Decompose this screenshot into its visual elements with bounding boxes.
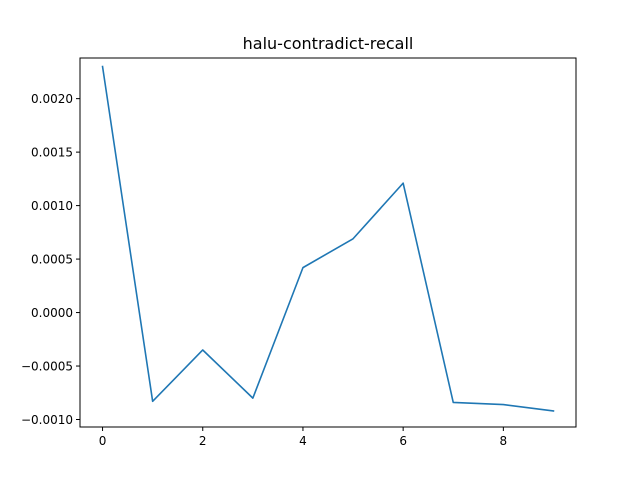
chart-title: halu-contradict-recall: [243, 34, 414, 53]
x-tick-label: 2: [199, 434, 207, 448]
y-tick-label: 0.0005: [31, 253, 73, 267]
x-tick-label: 6: [399, 434, 407, 448]
x-axis: 0 2 4 6 8: [99, 427, 507, 448]
y-tick-label: −0.0010: [21, 413, 73, 427]
x-tick-label: 0: [99, 434, 107, 448]
plot-area-frame: [79, 57, 577, 428]
y-tick-label: 0.0010: [31, 199, 73, 213]
series-layer: [101, 65, 555, 412]
y-tick-label: 0.0020: [31, 92, 73, 106]
series-line: [101, 65, 555, 412]
x-tick-label: 8: [500, 434, 508, 448]
x-tick-label: 4: [299, 434, 307, 448]
y-tick-label: −0.0005: [21, 360, 73, 374]
y-axis: −0.0010 −0.0005 0.0000 0.0005 0.0010 0.0015 0.…: [21, 92, 80, 427]
y-tick-label: 0.0015: [31, 146, 73, 160]
y-tick-label: 0.0000: [31, 306, 73, 320]
